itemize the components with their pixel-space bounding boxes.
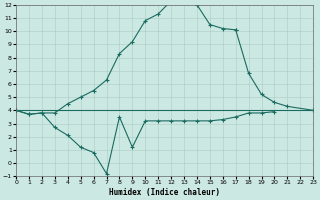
X-axis label: Humidex (Indice chaleur): Humidex (Indice chaleur) [109,188,220,197]
